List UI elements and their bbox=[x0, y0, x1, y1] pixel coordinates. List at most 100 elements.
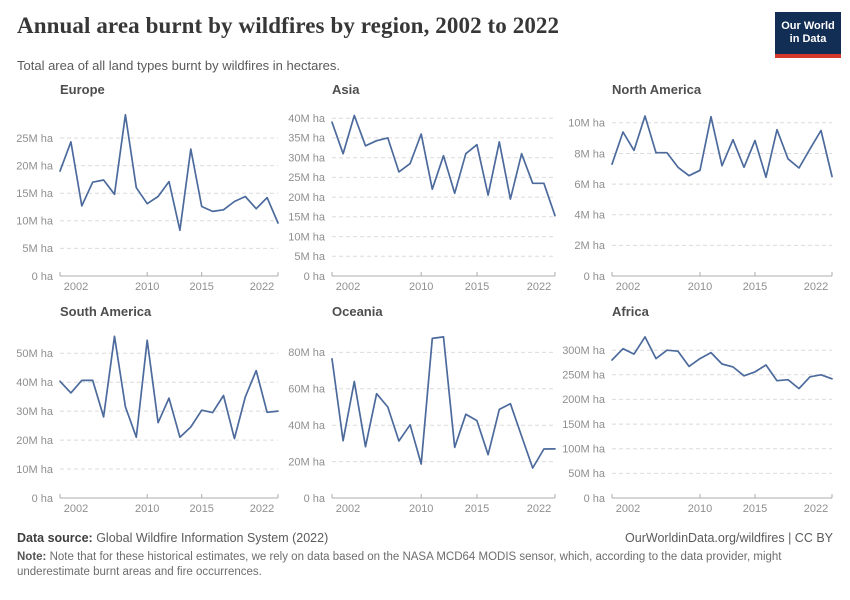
facet-chart-asia: 0 ha 5M ha 10M ha 15M ha 20M ha 25M ha 30M ha 3… bbox=[288, 113, 556, 293]
series-line bbox=[331, 336, 556, 469]
y-tick-label: 35M ha bbox=[288, 133, 326, 145]
x-tick-label: 2015 bbox=[743, 503, 767, 515]
y-tick-label: 30M ha bbox=[288, 153, 326, 165]
footer-note: Note: Note that for these historical est… bbox=[17, 550, 815, 580]
x-tick-label: 2015 bbox=[465, 503, 489, 515]
facet-north-america: North America 0 ha 2M ha 4M ha 6M ha 8M ha 10M… bbox=[562, 82, 844, 305]
x-tick-label: 2002 bbox=[64, 281, 88, 293]
x-tick-label: 2010 bbox=[688, 503, 712, 515]
y-tick-label: 20M ha bbox=[16, 435, 54, 447]
y-tick-label: 4M ha bbox=[574, 210, 605, 222]
y-tick-label: 150M ha bbox=[562, 419, 606, 431]
data-source-text: Global Wildfire Information System (2022… bbox=[92, 531, 329, 545]
x-tick-label: 2022 bbox=[527, 503, 551, 515]
footer-note-label: Note: bbox=[17, 551, 47, 563]
y-tick-label: 40M ha bbox=[288, 420, 326, 432]
x-tick-label: 2010 bbox=[688, 281, 712, 293]
y-tick-label: 20M ha bbox=[16, 160, 54, 172]
page-title: Annual area burnt by wildfires by region… bbox=[17, 13, 560, 38]
x-tick-label: 2010 bbox=[409, 281, 433, 293]
x-tick-label: 2022 bbox=[527, 281, 551, 293]
facet-title-africa: Africa bbox=[612, 304, 649, 319]
facet-chart-africa: 0 ha 50M ha 100M ha 150M ha 200M ha 250M ha 30… bbox=[562, 336, 833, 515]
y-tick-label: 10M ha bbox=[16, 464, 54, 476]
x-tick-label: 2022 bbox=[804, 281, 828, 293]
facet-title-oceania: Oceania bbox=[332, 304, 383, 319]
y-tick-label: 60M ha bbox=[288, 384, 326, 396]
owid-logo-line1: Our World bbox=[781, 20, 835, 32]
facet-south-america: South America 0 ha 10M ha 20M ha 30M ha 40M h… bbox=[10, 304, 290, 527]
series-line bbox=[611, 115, 833, 179]
x-tick-label: 2002 bbox=[336, 281, 360, 293]
x-tick-label: 2015 bbox=[189, 503, 213, 515]
page-subtitle: Total area of all land types burnt by wi… bbox=[17, 58, 341, 73]
facet-asia: Asia 0 ha 5M ha 10M ha 15M ha 20M ha 25M ha 30M… bbox=[282, 82, 567, 305]
facet-chart-south-america: 0 ha 10M ha 20M ha 30M ha 40M ha 50M ha 2002 20… bbox=[16, 335, 279, 515]
x-tick-label: 2022 bbox=[250, 503, 274, 515]
series-line bbox=[59, 335, 279, 440]
y-tick-label: 0 ha bbox=[584, 493, 606, 505]
y-tick-label: 0 ha bbox=[32, 493, 54, 505]
series-line bbox=[59, 113, 279, 232]
y-tick-label: 100M ha bbox=[562, 444, 606, 456]
y-tick-label: 2M ha bbox=[574, 240, 605, 252]
y-tick-label: 80M ha bbox=[288, 347, 326, 359]
y-tick-label: 6M ha bbox=[574, 179, 605, 191]
y-tick-label: 0 ha bbox=[304, 271, 326, 283]
facet-africa: Africa 0 ha 50M ha 100M ha 150M ha 200M ha 250… bbox=[562, 304, 844, 527]
series-line bbox=[331, 114, 556, 217]
y-tick-label: 25M ha bbox=[16, 133, 54, 145]
owid-logo-box: Our World in Data bbox=[775, 12, 841, 54]
y-tick-label: 8M ha bbox=[574, 148, 605, 160]
facet-chart-europe: 0 ha 5M ha 10M ha 15M ha 20M ha 25M ha 2002 201… bbox=[16, 113, 279, 293]
x-tick-label: 2010 bbox=[135, 281, 159, 293]
y-tick-label: 20M ha bbox=[288, 456, 326, 468]
facet-title-north-america: North America bbox=[612, 82, 702, 97]
x-tick-label: 2015 bbox=[189, 281, 213, 293]
series-line bbox=[611, 336, 833, 390]
y-tick-label: 0 ha bbox=[304, 493, 326, 505]
data-source: Data source: Global Wildfire Information… bbox=[17, 531, 328, 545]
y-tick-label: 5M ha bbox=[294, 251, 325, 263]
x-tick-label: 2015 bbox=[743, 281, 767, 293]
y-tick-label: 10M ha bbox=[16, 216, 54, 228]
y-tick-label: 40M ha bbox=[16, 377, 54, 389]
y-tick-label: 250M ha bbox=[562, 370, 606, 382]
y-tick-label: 200M ha bbox=[562, 394, 606, 406]
y-tick-label: 10M ha bbox=[288, 231, 326, 243]
y-tick-label: 25M ha bbox=[288, 172, 326, 184]
y-tick-label: 40M ha bbox=[288, 113, 326, 125]
x-tick-label: 2022 bbox=[250, 281, 274, 293]
y-tick-label: 50M ha bbox=[568, 468, 606, 480]
owid-logo-line2: in Data bbox=[789, 33, 827, 45]
y-tick-label: 15M ha bbox=[288, 212, 326, 224]
x-tick-label: 2010 bbox=[409, 503, 433, 515]
facet-oceania: Oceania 0 ha 20M ha 40M ha 60M ha 80M ha 2002 2… bbox=[282, 304, 567, 527]
x-tick-label: 2010 bbox=[135, 503, 159, 515]
y-tick-label: 30M ha bbox=[16, 406, 54, 418]
footer-note-text: Note that for these historical estimates… bbox=[17, 551, 782, 578]
facet-chart-oceania: 0 ha 20M ha 40M ha 60M ha 80M ha 2002 2010 2015… bbox=[288, 336, 556, 515]
y-tick-label: 300M ha bbox=[562, 345, 606, 357]
y-tick-label: 0 ha bbox=[32, 271, 54, 283]
facet-title-south-america: South America bbox=[60, 304, 152, 319]
y-tick-label: 10M ha bbox=[568, 118, 606, 130]
y-tick-label: 20M ha bbox=[288, 192, 326, 204]
footer-source-line: Data source: Global Wildfire Information… bbox=[17, 531, 833, 545]
x-tick-label: 2002 bbox=[64, 503, 88, 515]
y-tick-label: 5M ha bbox=[22, 243, 53, 255]
credit-link[interactable]: OurWorldinData.org/wildfires | CC BY bbox=[625, 531, 833, 545]
facet-chart-north-america: 0 ha 2M ha 4M ha 6M ha 8M ha 10M ha 2002 2010 20… bbox=[568, 115, 833, 293]
y-tick-label: 15M ha bbox=[16, 188, 54, 200]
x-tick-label: 2002 bbox=[336, 503, 360, 515]
owid-logo: Our World in Data bbox=[775, 12, 841, 58]
facet-title-asia: Asia bbox=[332, 82, 360, 97]
data-source-label: Data source: bbox=[17, 531, 93, 545]
x-tick-label: 2015 bbox=[465, 281, 489, 293]
x-tick-label: 2002 bbox=[616, 281, 640, 293]
facet-europe: Europe 0 ha 5M ha 10M ha 15M ha 20M ha 25M ha 2… bbox=[10, 82, 290, 305]
facet-title-europe: Europe bbox=[60, 82, 105, 97]
x-tick-label: 2022 bbox=[804, 503, 828, 515]
owid-logo-redbar bbox=[775, 54, 841, 58]
